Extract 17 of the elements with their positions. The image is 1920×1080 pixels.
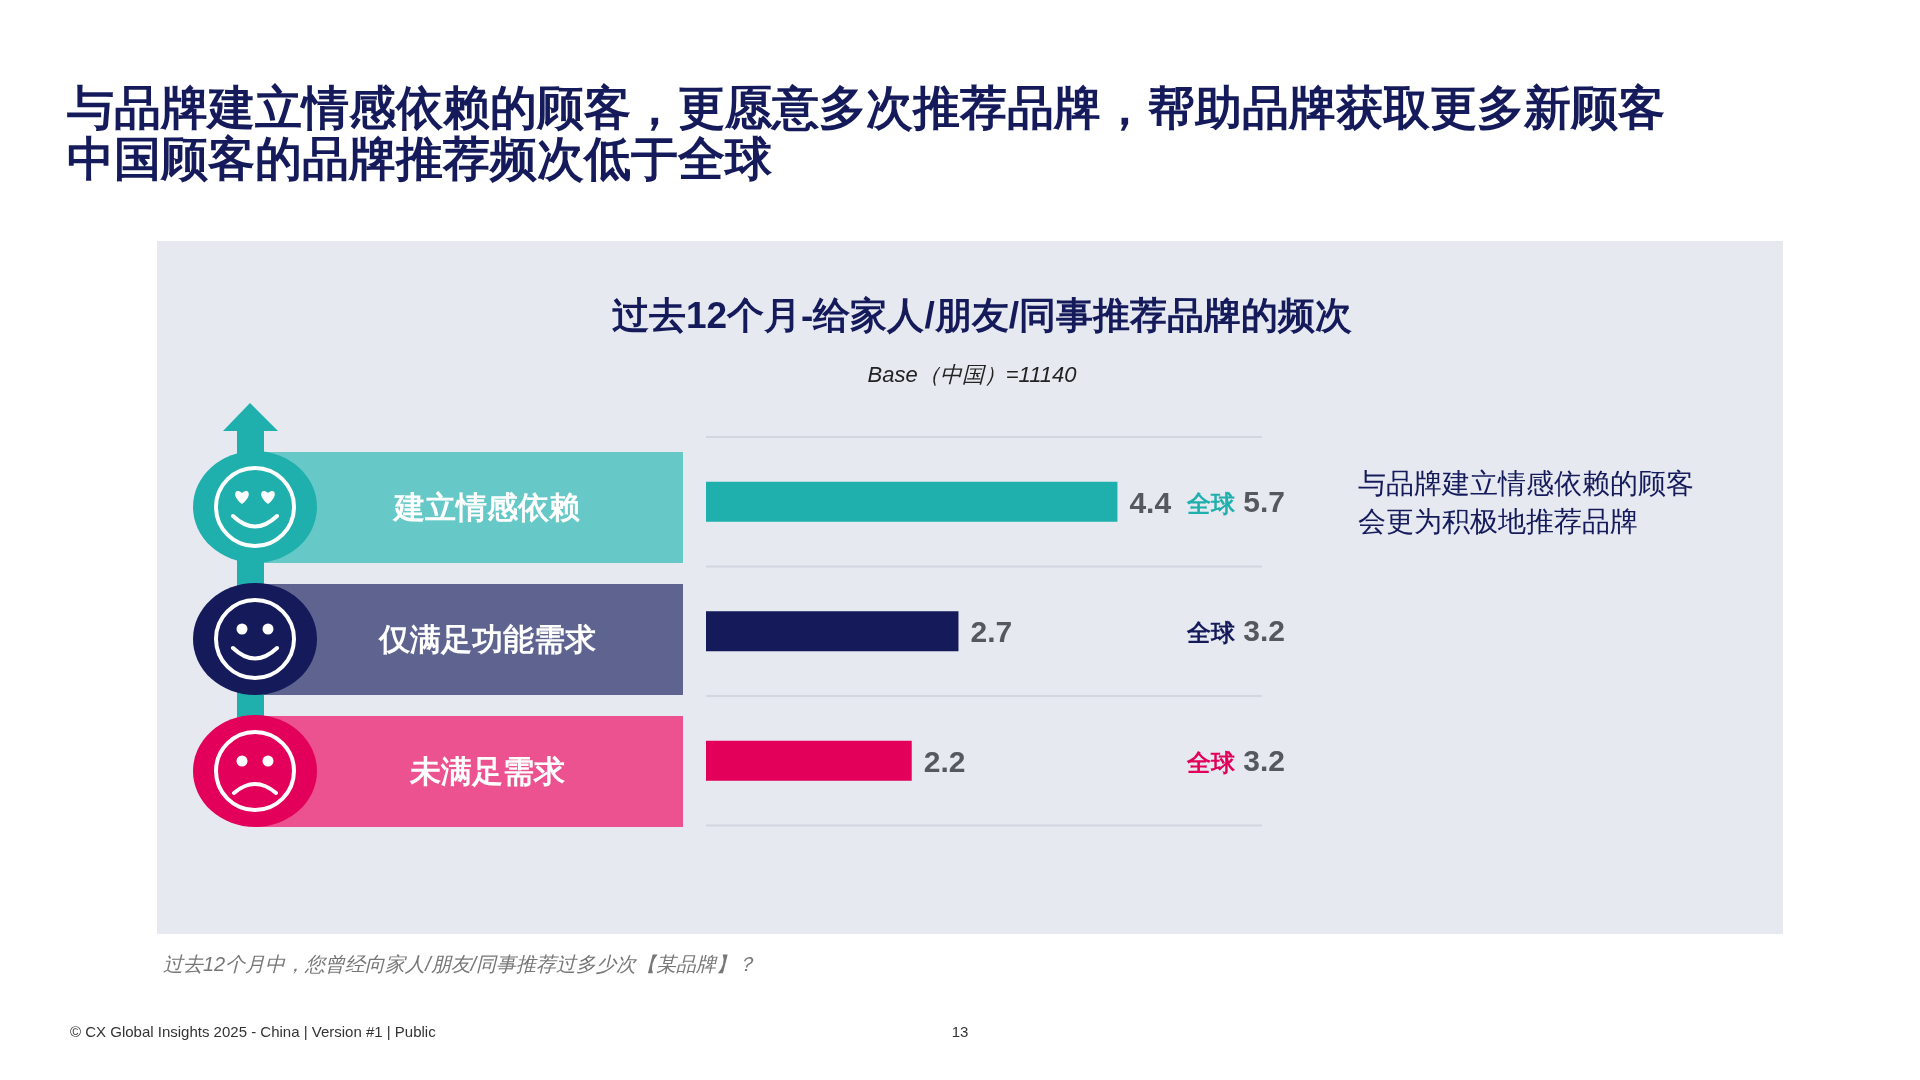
text: 与品牌建立情感依赖的顾客会更为积极地推荐品牌: [1358, 468, 1694, 537]
text: 过去12个月中，您曾经向家人/朋友/同事推荐过多少次【某品牌】？: [163, 953, 757, 975]
text: 13: [951, 1023, 969, 1040]
y-tick-label: 未满足需求: [408, 754, 565, 789]
chart-title: 与品牌建立情感依赖的顾客，更愿意多次推荐品牌，帮助品牌获取更多新顾客: [67, 81, 1665, 134]
text: 过去12个月-给家人/朋友/同事推荐品牌的频次: [611, 295, 1353, 336]
text: 全球 3.2: [1185, 743, 1285, 777]
data-label: 2.7: [970, 615, 1013, 649]
text: © CX Global Insights 2025 - China | Version #1 | Public: [70, 1023, 437, 1040]
data-label: 2.2: [923, 744, 966, 778]
text: Base（中国）=11140: [867, 362, 1078, 387]
data-label: 4.4: [1129, 485, 1172, 519]
chart-subtitle: 中国顾客的品牌推荐频次低于全球: [67, 132, 773, 185]
text: 全球 3.2: [1185, 614, 1285, 648]
y-tick-label: 仅满足功能需求: [377, 622, 596, 657]
text: 全球 5.7: [1185, 484, 1285, 518]
y-tick-label: 建立情感依赖: [392, 490, 580, 525]
